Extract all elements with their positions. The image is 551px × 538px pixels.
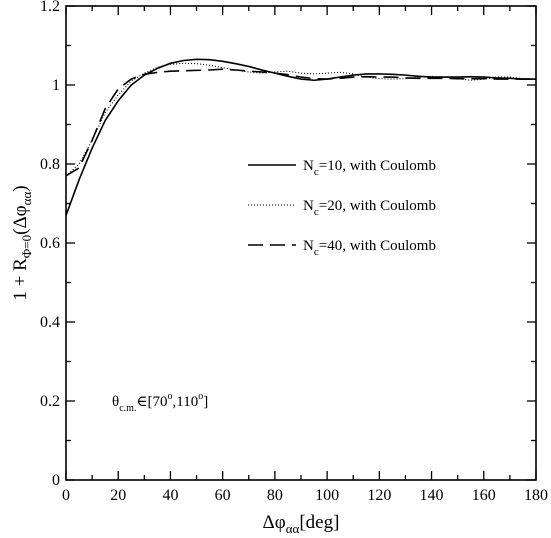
legend-label-series-3: Nc=40, with Coulomb bbox=[303, 238, 436, 258]
x-axis-title: Δφαα[deg] bbox=[263, 512, 340, 536]
tick-labels: 0 20 40 60 80 100 120 140 160 180 0 0.2 0.4 0.6 0.8 1 1.… bbox=[40, 0, 548, 504]
x-tick-label: 100 bbox=[315, 487, 339, 504]
legend: Nc=10, with Coulomb Nc=20, with Coulomb … bbox=[248, 158, 436, 258]
x-tick-label: 40 bbox=[162, 487, 178, 504]
x-tick-label: 180 bbox=[524, 487, 548, 504]
legend-label-series-1: Nc=10, with Coulomb bbox=[303, 158, 436, 178]
x-tick-label: 60 bbox=[215, 487, 231, 504]
series-lines bbox=[65, 58, 537, 216]
series-line-solid bbox=[65, 58, 536, 216]
y-tick-label: 1.2 bbox=[40, 0, 60, 15]
x-tick-label: 140 bbox=[420, 487, 444, 504]
x-tick-label: 20 bbox=[110, 487, 126, 504]
y-tick-label: 0.4 bbox=[40, 314, 60, 331]
y-axis-title: 1 + RΦ=0(Δφαα) bbox=[10, 185, 34, 300]
axis-ticks bbox=[65, 5, 537, 481]
x-tick-label: 0 bbox=[62, 487, 70, 504]
y-tick-label: 0.8 bbox=[40, 156, 60, 173]
series-line-dashed bbox=[65, 68, 536, 177]
y-tick-label: 0.2 bbox=[40, 393, 60, 410]
x-tick-label: 120 bbox=[367, 487, 391, 504]
legend-label-series-2: Nc=20, with Coulomb bbox=[303, 198, 436, 218]
x-tick-label: 160 bbox=[472, 487, 496, 504]
y-tick-label: 0 bbox=[52, 472, 60, 489]
x-tick-label: 80 bbox=[267, 487, 283, 504]
y-tick-label: 0.6 bbox=[40, 235, 60, 252]
y-tick-label: 1 bbox=[52, 77, 60, 94]
theta-range-annotation: θc.m.∈[70o,110o] bbox=[112, 391, 208, 414]
